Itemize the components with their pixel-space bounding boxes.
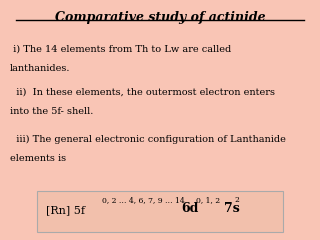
Text: ii)  In these elements, the outermost electron enters: ii) In these elements, the outermost ele… — [10, 88, 275, 96]
Text: 7s: 7s — [224, 202, 240, 215]
Text: 6d: 6d — [181, 202, 198, 215]
Text: iii) The general electronic configuration of Lanthanide: iii) The general electronic configuratio… — [10, 134, 285, 144]
Text: Comparative study of actinide: Comparative study of actinide — [55, 11, 265, 24]
Text: lanthanides.: lanthanides. — [10, 64, 70, 72]
Text: 0, 1, 2: 0, 1, 2 — [196, 197, 220, 204]
FancyBboxPatch shape — [37, 191, 283, 232]
Text: elements is: elements is — [10, 154, 66, 163]
Text: into the 5f- shell.: into the 5f- shell. — [10, 107, 93, 116]
Text: 2: 2 — [234, 197, 239, 204]
Text: 0, 2 … 4, 6, 7, 9 … 14: 0, 2 … 4, 6, 7, 9 … 14 — [102, 197, 185, 204]
Text: i) The 14 elements from Th to Lw are called: i) The 14 elements from Th to Lw are cal… — [10, 44, 231, 54]
Text: [Rn] 5f: [Rn] 5f — [46, 205, 85, 215]
